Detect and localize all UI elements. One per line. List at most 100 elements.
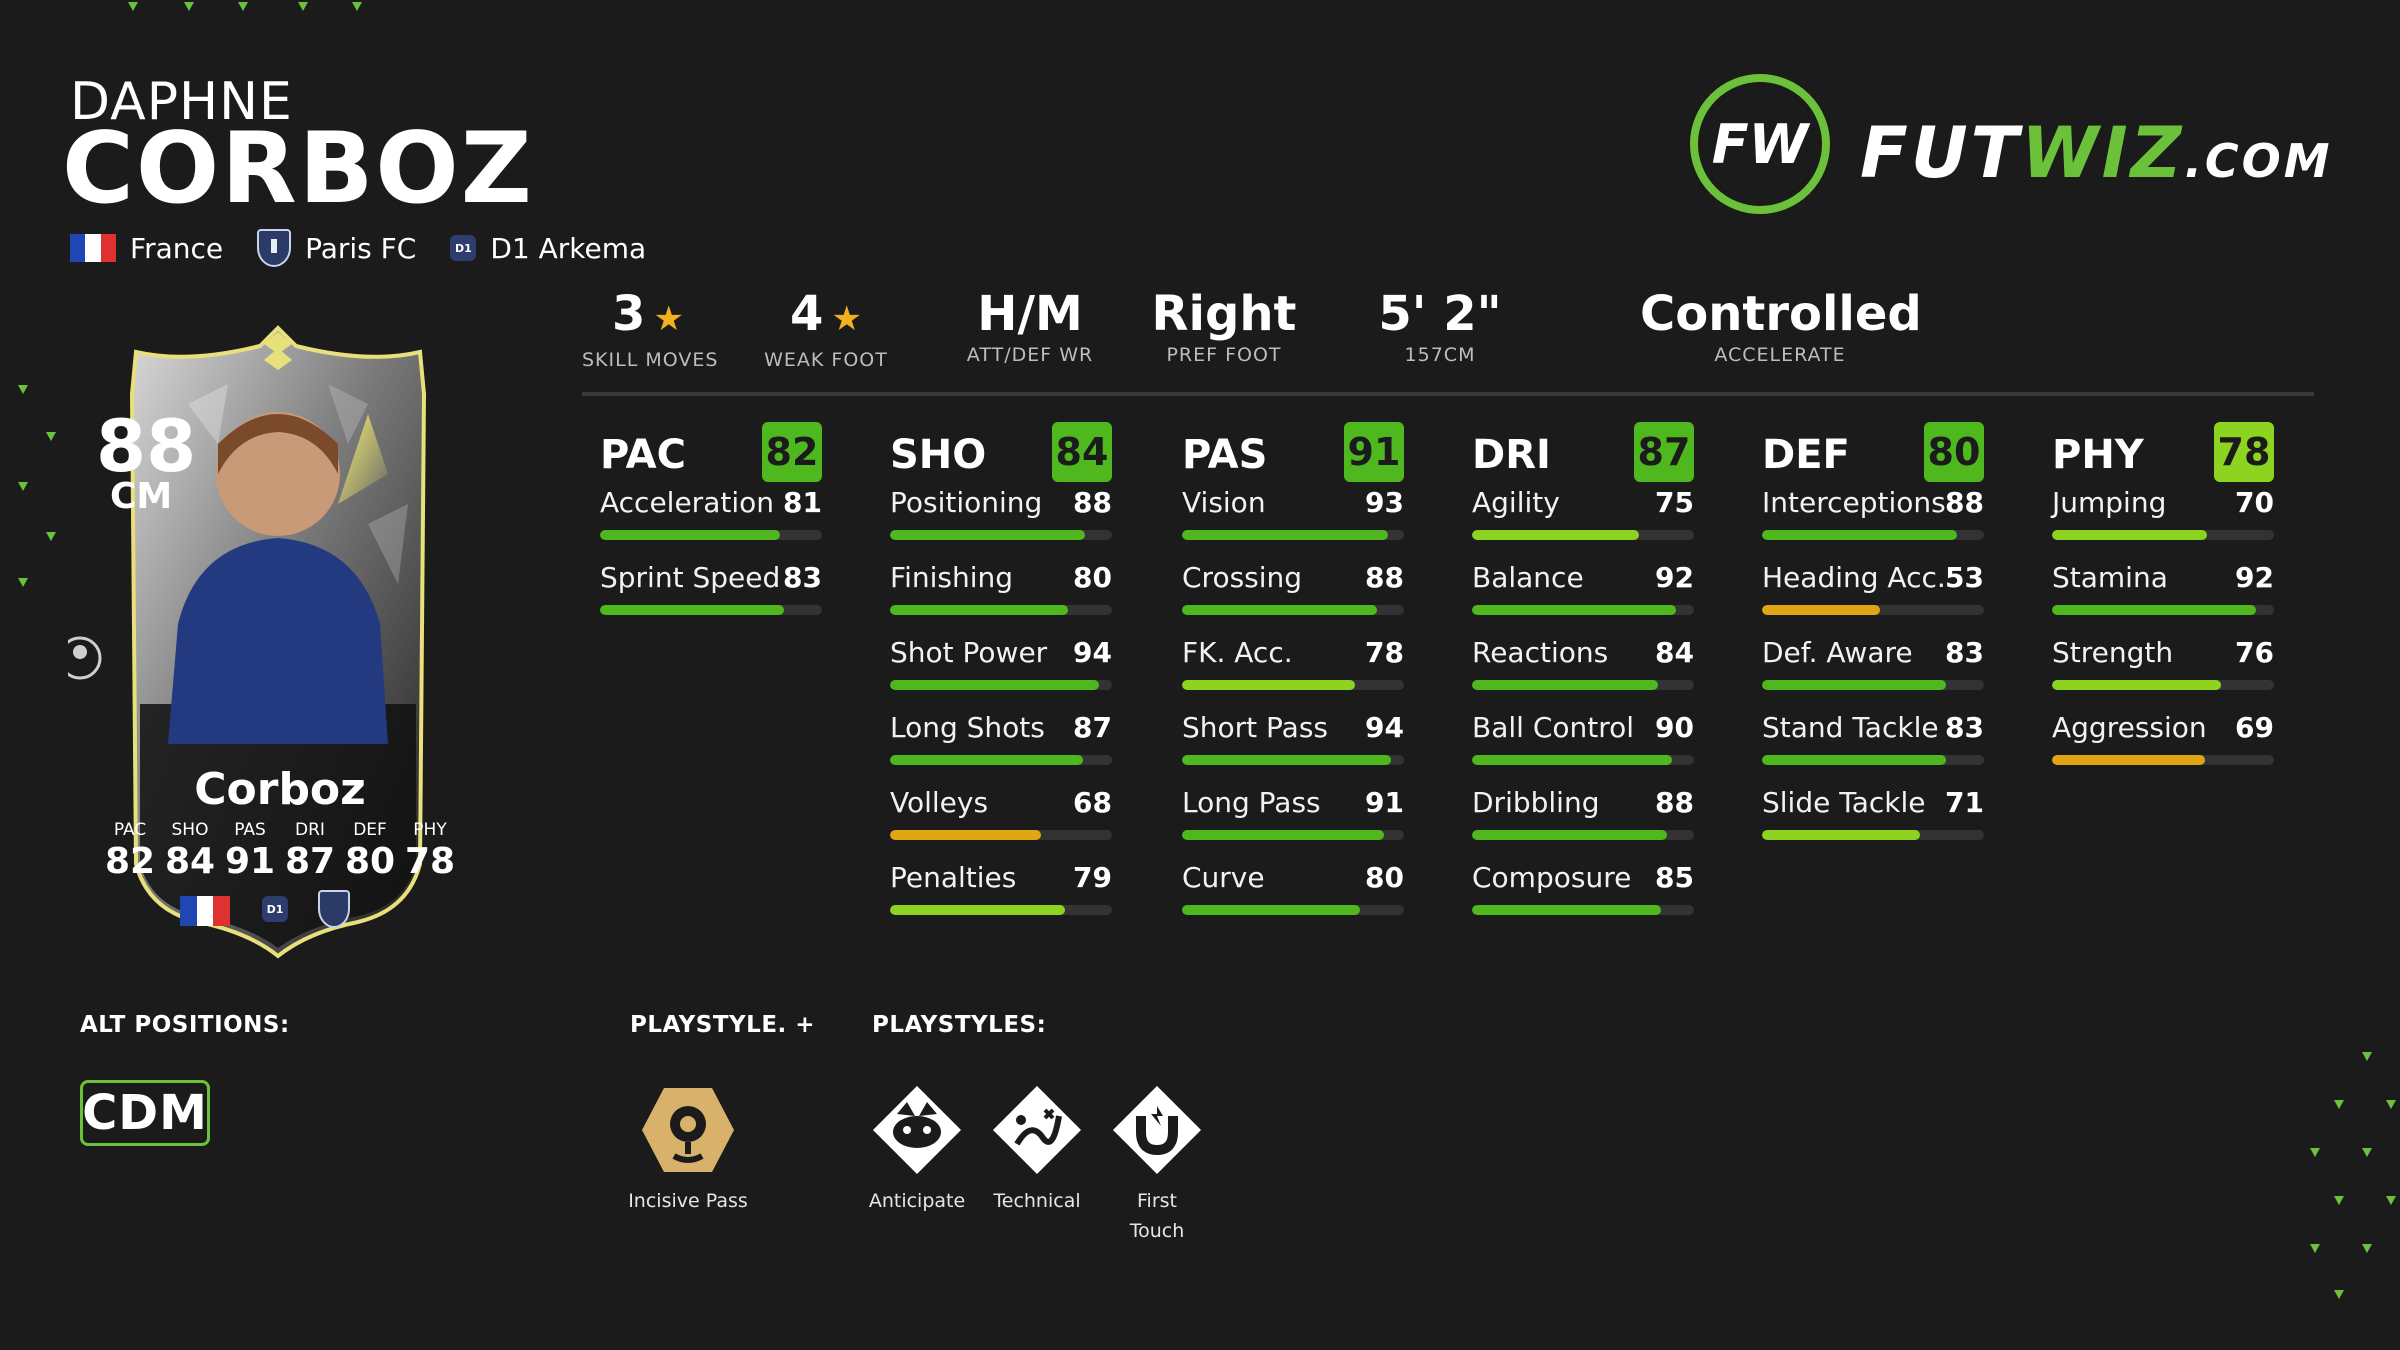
top-stat-value: 4 ★: [790, 286, 862, 342]
stat-value: 71: [1945, 786, 1984, 819]
nation-item[interactable]: France: [70, 232, 223, 265]
stat-column-pac: PAC 82 Acceleration 81 Sprint Speed 83: [600, 422, 822, 634]
player-card[interactable]: [68, 324, 488, 964]
stat-bar-fill: [1762, 755, 1947, 765]
player-meta: France Paris FC D1 D1 Arkema: [70, 228, 646, 268]
stat-bar-track: [1762, 530, 1984, 540]
category-name: DEF: [1762, 432, 1850, 478]
alt-position-cdm[interactable]: CDM: [80, 1080, 210, 1146]
playstyle-incisive-pass[interactable]: Incisive Pass: [623, 1080, 753, 1216]
stat-row: Reactions 84: [1472, 634, 1694, 709]
card-stat-value: 91: [224, 841, 276, 882]
stat-bar-fill: [2052, 530, 2208, 540]
stat-bar-fill: [1182, 680, 1356, 690]
stat-bar-track: [1762, 680, 1984, 690]
stat-value: 80: [1365, 861, 1404, 894]
category-rating-badge: 87: [1634, 422, 1694, 482]
stat-column-sho: SHO 84 Positioning 88 Finishing 80 Shot Power 9…: [890, 422, 1112, 934]
card-stat-def: DEF 80: [340, 820, 400, 884]
stat-row: Vision 93: [1182, 484, 1404, 559]
category-name: PAC: [600, 432, 686, 478]
stat-bar-fill: [890, 905, 1066, 915]
stat-bar-track: [1762, 755, 1984, 765]
stat-bar-track: [1182, 680, 1404, 690]
stat-label: Sprint Speed: [600, 561, 781, 594]
playstyle-anticipate[interactable]: Anticipate: [852, 1080, 982, 1216]
d1-arkema-league-icon: D1: [450, 235, 477, 261]
star-icon: ★: [653, 299, 684, 339]
top-stat-value: 3 ★: [612, 286, 684, 342]
category-rating-badge: 82: [762, 422, 822, 482]
card-stat-label: SHO: [171, 820, 209, 840]
stat-label: Shot Power: [890, 636, 1048, 669]
league-item[interactable]: D1 D1 Arkema: [450, 232, 646, 265]
stat-row: Dribbling 88: [1472, 784, 1694, 859]
stat-label: Dribbling: [1472, 786, 1600, 819]
stat-value: 53: [1945, 561, 1984, 594]
stat-label: Crossing: [1182, 561, 1303, 594]
stat-label: Jumping: [2052, 486, 2167, 519]
stat-label: Ball Control: [1472, 711, 1635, 744]
stat-bar-fill: [1182, 830, 1385, 840]
stat-row: Sprint Speed 83: [600, 559, 822, 634]
card-stat-value: 84: [164, 841, 216, 882]
stat-row: Long Pass 91: [1182, 784, 1404, 859]
stat-label: Finishing: [890, 561, 1014, 594]
futwiz-logo-mark[interactable]: FW: [1690, 74, 1830, 214]
stat-label: Penalties: [890, 861, 1017, 894]
stat-row: Finishing 80: [890, 559, 1112, 634]
stat-bar-fill: [890, 530, 1086, 540]
playstyle-label: Anticipate: [868, 1190, 966, 1212]
stat-row: Volleys 68: [890, 784, 1112, 859]
stat-column-dri: DRI 87 Agility 75 Balance 92 Reactions 84 Ball C…: [1472, 422, 1694, 934]
paris-fc-crest-icon: [257, 229, 292, 267]
stat-bar-track: [1472, 530, 1694, 540]
stat-bar-track: [1182, 905, 1404, 915]
card-stat-sho: SHO 84: [160, 820, 220, 884]
top-stat-value: Right: [1151, 286, 1297, 342]
card-stat-label: DEF: [353, 820, 387, 840]
top-stat-5: Controlled ACCELERATE: [1640, 284, 1922, 366]
stat-value: 92: [2235, 561, 2274, 594]
club-item[interactable]: Paris FC: [257, 229, 416, 267]
stat-row: Stand Tackle 83: [1762, 709, 1984, 784]
stat-bar-fill: [1762, 680, 1947, 690]
stat-bar-fill: [1472, 605, 1677, 615]
category-rating-badge: 91: [1344, 422, 1404, 482]
stat-row: Acceleration 81: [600, 484, 822, 559]
playstyle-first-touch[interactable]: First Touch: [1092, 1080, 1222, 1246]
playstyle-technical[interactable]: Technical: [972, 1080, 1102, 1216]
card-league-icon: D1: [262, 896, 288, 922]
stat-row: Aggression 69: [2052, 709, 2274, 784]
stat-row: Strength 76: [2052, 634, 2274, 709]
stat-label: Vision: [1182, 486, 1266, 519]
stat-bar-track: [600, 605, 822, 615]
stat-bar-fill: [2052, 755, 2206, 765]
card-stat-label: DRI: [295, 820, 325, 840]
playstyles-label: PLAYSTYLES:: [872, 1012, 1047, 1038]
stat-label: Stand Tackle: [1762, 711, 1939, 744]
stat-bar-fill: [2052, 680, 2221, 690]
stat-value: 94: [1365, 711, 1404, 744]
magnet-icon: [1113, 1086, 1201, 1174]
stat-bar-fill: [1762, 830, 1920, 840]
top-stat-2: H/M ATT/DEF WR: [964, 284, 1096, 366]
futwiz-logo-text[interactable]: FUTWIZ.COM: [1860, 112, 2333, 194]
stat-bar-track: [1182, 755, 1404, 765]
stat-bar-track: [1472, 830, 1694, 840]
stat-bar-fill: [600, 530, 780, 540]
raccoon-icon: [873, 1086, 961, 1174]
stat-value: 76: [2235, 636, 2274, 669]
stat-row: Long Shots 87: [890, 709, 1112, 784]
top-stat-label: ACCELERATE: [1714, 344, 1846, 366]
stat-column-pas: PAS 91 Vision 93 Crossing 88 FK. Acc. 78 Short P…: [1182, 422, 1404, 934]
stat-label: Heading Acc.: [1762, 561, 1946, 594]
stat-bar-fill: [1472, 755, 1672, 765]
stat-label: Reactions: [1472, 636, 1609, 669]
stat-row: Interceptions 88: [1762, 484, 1984, 559]
category-rating-badge: 84: [1052, 422, 1112, 482]
stat-value: 91: [1365, 786, 1404, 819]
stat-bar-fill: [890, 830, 1041, 840]
stat-value: 85: [1655, 861, 1694, 894]
top-stat-label: PREF FOOT: [1166, 344, 1282, 366]
